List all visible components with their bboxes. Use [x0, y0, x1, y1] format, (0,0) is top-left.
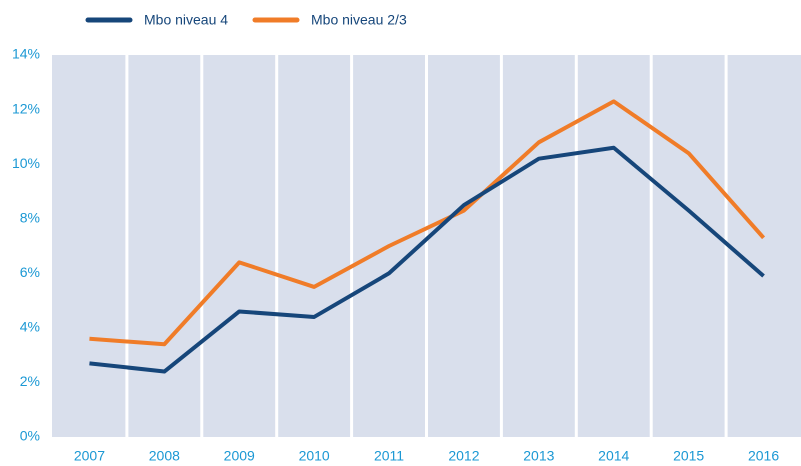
- y-tick-label: 4%: [20, 319, 40, 335]
- y-tick-label: 8%: [20, 209, 40, 225]
- line-series: [89, 145, 765, 374]
- x-tick-label: 2010: [299, 448, 330, 464]
- y-tick-label: 6%: [20, 264, 40, 280]
- x-tick-label: 2014: [598, 448, 629, 464]
- x-tick-label: 2013: [523, 448, 554, 464]
- x-tick-label: 2007: [74, 448, 105, 464]
- x-tick-label: 2008: [149, 448, 180, 464]
- legend-label: Mbo niveau 4: [144, 12, 228, 28]
- y-tick-label: 14%: [12, 46, 40, 62]
- x-tick-label: 2011: [374, 448, 404, 464]
- y-tick-label: 12%: [12, 100, 40, 116]
- y-tick-label: 0%: [20, 428, 40, 444]
- x-tick-label: 2015: [673, 448, 704, 464]
- line-series: [89, 99, 766, 347]
- x-tick-label: 2016: [748, 448, 779, 464]
- x-tick-label: 2009: [224, 448, 255, 464]
- x-tick-label: 2012: [448, 448, 479, 464]
- y-tick-label: 2%: [20, 373, 40, 389]
- legend-label: Mbo niveau 2/3: [311, 12, 407, 28]
- y-tick-label: 10%: [12, 155, 40, 171]
